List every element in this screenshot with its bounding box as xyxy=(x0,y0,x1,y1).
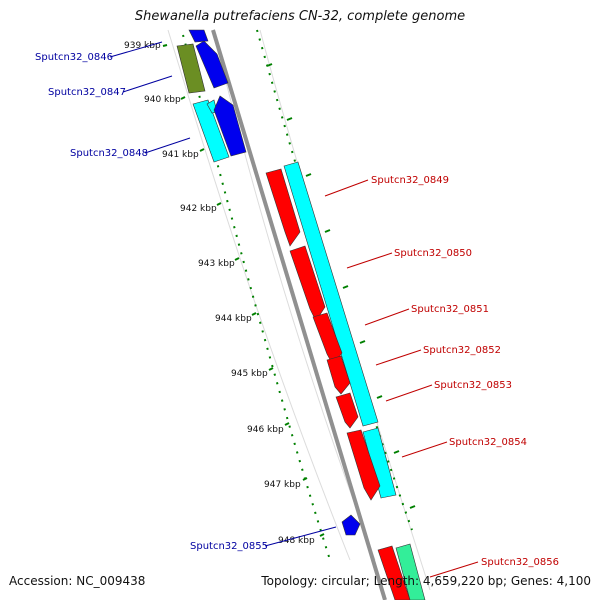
map-title: Shewanella putrefaciens CN-32, complete … xyxy=(134,9,466,24)
gene-feature-red[interactable] xyxy=(265,168,301,247)
forward-leader-lines xyxy=(324,179,479,578)
gene-feature-blue[interactable] xyxy=(195,40,229,89)
gene-feature-cyan[interactable] xyxy=(192,99,230,163)
gene-label-sputcn32-0849[interactable]: Sputcn32_0849 xyxy=(371,175,449,186)
right-lane-boundary xyxy=(259,29,431,591)
leader-line xyxy=(109,41,163,58)
leader-line xyxy=(144,137,191,154)
inner-lane-boundary xyxy=(167,29,351,561)
tick-947 xyxy=(302,477,308,481)
rtick-2 xyxy=(286,117,293,121)
tick-942 xyxy=(216,202,222,206)
kbp-label: 944 kbp xyxy=(215,314,252,324)
kbp-label: 946 kbp xyxy=(247,425,284,435)
tick-940 xyxy=(180,96,186,100)
tick-944 xyxy=(251,312,257,316)
gene-feature-red[interactable] xyxy=(289,245,326,322)
kbp-label: 943 kbp xyxy=(198,259,235,269)
gene-feature-blue[interactable] xyxy=(188,29,209,43)
leader-line xyxy=(264,526,337,547)
leader-line xyxy=(401,441,448,458)
gene-label-sputcn32-0850[interactable]: Sputcn32_0850 xyxy=(394,248,472,259)
kbp-label: 940 kbp xyxy=(144,95,181,105)
gene-label-sputcn32-0846[interactable]: Sputcn32_0846 xyxy=(35,52,113,63)
tick-945 xyxy=(268,367,274,371)
rtick-7 xyxy=(376,395,383,399)
gene-label-sputcn32-0848[interactable]: Sputcn32_0848 xyxy=(70,148,148,159)
kbp-label: 942 kbp xyxy=(180,204,217,214)
rtick-6 xyxy=(359,340,366,344)
gene-label-sputcn32-0852[interactable]: Sputcn32_0852 xyxy=(423,345,501,356)
gene-feature-red[interactable] xyxy=(326,355,351,395)
accession-text: Accession: NC_009438 xyxy=(9,574,146,588)
gene-feature-blue[interactable] xyxy=(341,514,361,536)
rtick-4 xyxy=(324,229,331,233)
kbp-label: 941 kbp xyxy=(162,150,199,160)
leader-line xyxy=(429,561,479,578)
gene-feature-red[interactable] xyxy=(346,429,381,501)
right-major-ticks xyxy=(266,63,416,509)
gene-feature-cyan[interactable] xyxy=(283,161,379,427)
kbp-label: 945 kbp xyxy=(231,369,268,379)
gene-feature-blue[interactable] xyxy=(213,95,247,157)
genome-backbone xyxy=(211,29,387,600)
gene-label-sputcn32-0856[interactable]: Sputcn32_0856 xyxy=(481,557,559,568)
reverse-strand-features xyxy=(176,29,361,536)
kbp-label: 939 kbp xyxy=(124,41,161,51)
outer-lane-boundary xyxy=(212,29,376,561)
leader-line xyxy=(122,75,173,93)
leader-line xyxy=(375,349,422,366)
left-major-ticks xyxy=(162,44,325,537)
kbp-label: 948 kbp xyxy=(278,536,315,546)
forward-strand-features xyxy=(265,161,426,600)
rtick-8 xyxy=(393,450,400,454)
leader-line xyxy=(324,179,369,197)
rtick-1 xyxy=(266,63,273,67)
leader-line xyxy=(364,308,410,326)
rtick-3 xyxy=(305,173,312,177)
leader-line xyxy=(385,384,433,402)
gene-label-sputcn32-0853[interactable]: Sputcn32_0853 xyxy=(434,380,512,391)
forward-gene-labels: Sputcn32_0849 Sputcn32_0850 Sputcn32_085… xyxy=(371,175,559,568)
gene-feature-red[interactable] xyxy=(377,545,411,600)
gene-feature-olive[interactable] xyxy=(176,43,206,94)
gene-label-sputcn32-0847[interactable]: Sputcn32_0847 xyxy=(48,87,126,98)
topology-info-text: Topology: circular; Length: 4,659,220 bp… xyxy=(261,574,591,588)
tick-948 xyxy=(319,533,325,537)
gene-label-sputcn32-0851[interactable]: Sputcn32_0851 xyxy=(411,304,489,315)
gene-label-sputcn32-0854[interactable]: Sputcn32_0854 xyxy=(449,437,527,448)
tick-941 xyxy=(199,148,205,152)
gene-feature-red[interactable] xyxy=(335,392,359,429)
kbp-label: 947 kbp xyxy=(264,480,301,490)
rtick-5 xyxy=(342,285,349,289)
tick-946 xyxy=(284,422,290,426)
right-tick-track xyxy=(256,29,413,531)
reverse-gene-labels: Sputcn32_0846 Sputcn32_0847 Sputcn32_084… xyxy=(35,52,268,552)
leader-line xyxy=(346,252,393,269)
gene-label-sputcn32-0855[interactable]: Sputcn32_0855 xyxy=(190,541,268,552)
gene-feature-green[interactable] xyxy=(395,543,426,600)
tick-939 xyxy=(162,44,168,47)
tick-943 xyxy=(234,257,240,261)
rtick-9 xyxy=(409,505,416,509)
reverse-leader-lines xyxy=(109,41,337,547)
